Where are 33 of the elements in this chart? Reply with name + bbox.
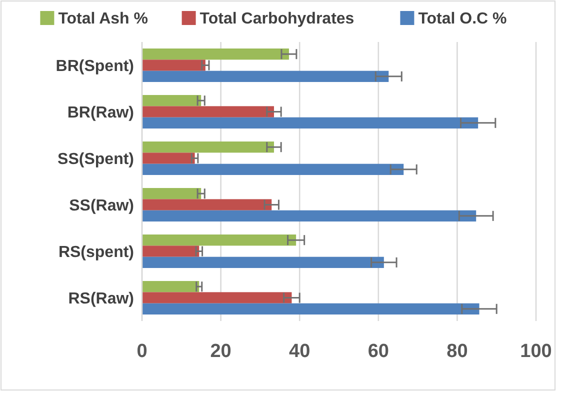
- bar: [142, 117, 478, 128]
- legend-label: Total Carbohydrates: [200, 10, 354, 28]
- x-tick-label: 80: [446, 341, 468, 362]
- bar: [142, 303, 480, 314]
- bar: [142, 95, 202, 106]
- y-tick-label: SS(Spent): [58, 150, 134, 168]
- x-tick-label: 40: [289, 341, 310, 362]
- bar: [142, 142, 274, 153]
- x-tick-label: 100: [520, 341, 552, 362]
- bar: [142, 188, 202, 200]
- bar: [142, 256, 384, 268]
- y-tick-label: RS(Raw): [68, 290, 134, 308]
- y-tick-label: BR(Raw): [67, 104, 134, 122]
- y-tick-label: RS(spent): [58, 244, 134, 261]
- x-tick-label: 60: [368, 341, 389, 362]
- bar: [142, 292, 292, 304]
- bar: [142, 210, 476, 222]
- bar: [142, 164, 404, 175]
- y-tick-label: SS(Raw): [69, 197, 134, 214]
- legend-label: Total Ash %: [58, 10, 148, 28]
- bar: [142, 48, 289, 60]
- bar: [142, 281, 200, 292]
- bar: [142, 152, 195, 164]
- bar: [142, 246, 200, 257]
- y-tick-label: BR(Spent): [56, 58, 134, 75]
- x-tick-label: 0: [136, 341, 148, 362]
- bar: [142, 234, 296, 246]
- x-tick-label: 20: [210, 341, 232, 362]
- bar: [142, 70, 389, 82]
- bar: [142, 60, 206, 71]
- bar: [142, 106, 274, 118]
- legend-label: Total O.C %: [418, 10, 507, 28]
- bar: [142, 199, 272, 210]
